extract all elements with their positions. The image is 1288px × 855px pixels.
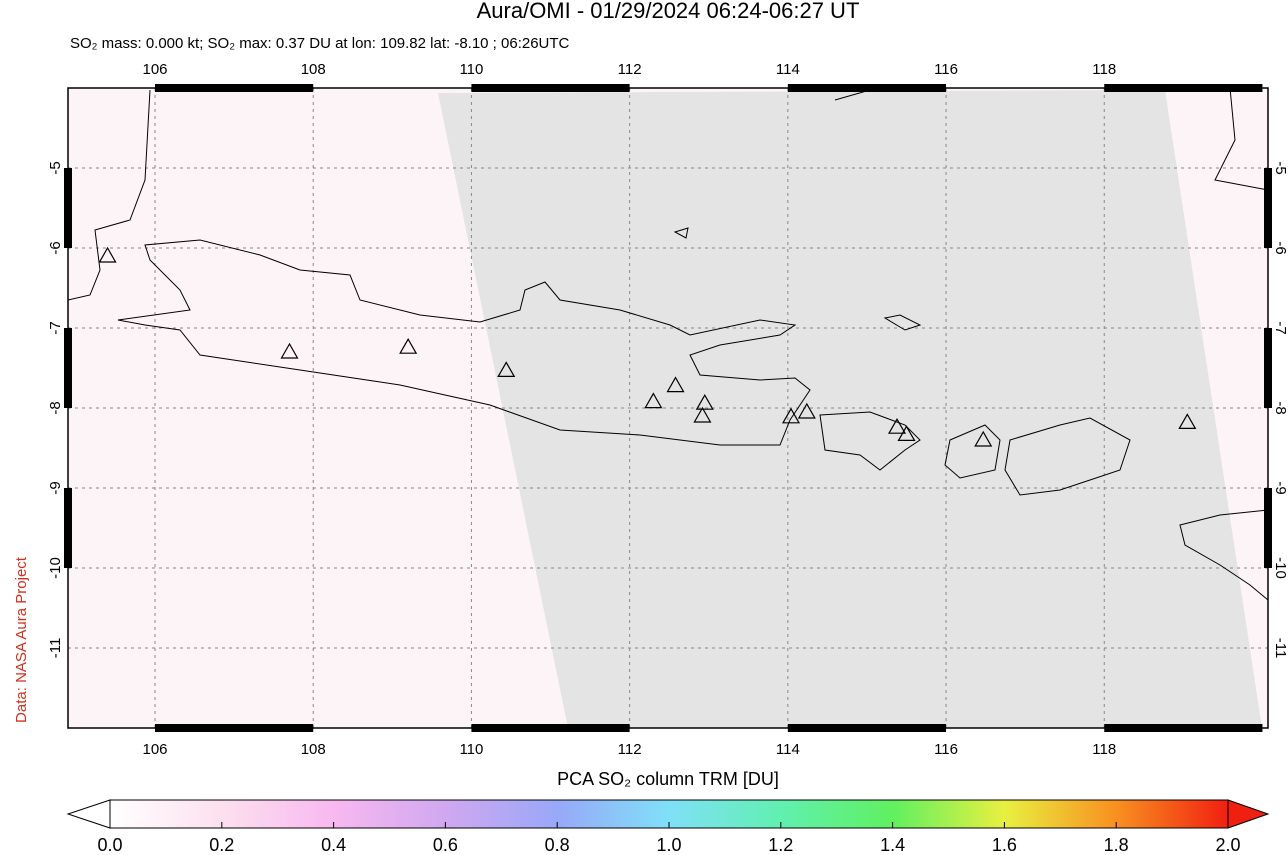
volcano (644, 392, 663, 409)
java (117, 239, 811, 446)
colorbar-tick-label: 2.0 (1215, 835, 1240, 855)
y-tick-label: -5 (47, 161, 64, 174)
frame-band (155, 84, 314, 92)
colorbar-tick-label: 1.4 (880, 835, 905, 855)
frame-band (1264, 328, 1272, 408)
frame-band (155, 724, 314, 732)
frame-band (1104, 84, 1263, 92)
x-tick-label: 114 (776, 741, 800, 758)
frame-band (64, 168, 72, 248)
frame-band (64, 328, 72, 408)
volcano (666, 376, 685, 393)
x-tick-label: 106 (142, 741, 167, 758)
x-tick-label: 116 (934, 61, 958, 78)
title: Aura/OMI - 01/29/2024 06:24-06:27 UT (477, 0, 860, 23)
colorbar-label: PCA SO₂ column TRM [DU] (557, 769, 779, 789)
x-tick-label: 106 (142, 61, 167, 78)
volcano (399, 337, 418, 354)
colorbar-high-arrow (1227, 799, 1270, 829)
lombok (944, 424, 1001, 479)
subtitle: SO₂ mass: 0.000 kt; SO₂ max: 0.37 DU at … (70, 35, 570, 52)
frame-band (787, 724, 947, 732)
credit: Data: NASA Aura Project (13, 556, 30, 723)
volcano (98, 246, 117, 263)
colorbar-tick-label: 1.2 (768, 835, 793, 855)
x-tick-label: 114 (776, 61, 800, 78)
colorbar-tick-label: 1.0 (656, 835, 681, 855)
swath (438, 90, 1262, 728)
y-tick-label: -9 (47, 481, 64, 494)
y-tick-label: -7 (47, 321, 64, 334)
flores (1179, 509, 1268, 601)
colorbar-tick-label: 0.2 (209, 835, 234, 855)
colorbar-tick-label: 1.8 (1104, 835, 1129, 855)
y-tick-label: -10 (1272, 557, 1288, 579)
sumatra (68, 89, 151, 301)
volcano (1178, 413, 1197, 429)
volcano (280, 342, 299, 359)
x-tick-label: 116 (934, 741, 958, 758)
colorbar-tick-label: 0.4 (321, 835, 346, 855)
frame-band (787, 84, 947, 92)
volcano (797, 402, 816, 419)
frame-band (471, 84, 630, 92)
map-area (68, 88, 1268, 728)
colorbar-tick-label: 0.0 (97, 835, 122, 855)
x-tick-label: 108 (301, 741, 326, 758)
sulawesi (1214, 88, 1268, 191)
bali (819, 411, 921, 471)
frame-band (1264, 488, 1272, 568)
y-tick-label: -11 (1272, 638, 1288, 659)
x-tick-label: 110 (459, 741, 483, 758)
colorbar-tick-label: 0.6 (433, 835, 458, 855)
volcano (887, 417, 907, 434)
y-tick-label: -6 (47, 241, 64, 254)
frame-band (471, 724, 630, 732)
y-tick-label: -9 (1272, 481, 1288, 494)
y-tick-label: -7 (1272, 321, 1288, 334)
colorbar-tick-label: 1.6 (992, 835, 1017, 855)
colorbar-low-arrow (66, 799, 111, 829)
x-tick-label: 118 (1092, 61, 1116, 78)
volcano (897, 425, 916, 441)
volcano (693, 406, 712, 423)
x-tick-label: 112 (618, 61, 642, 78)
y-tick-label: -11 (47, 638, 64, 659)
x-tick-label: 112 (618, 741, 642, 758)
y-tick-label: -5 (1272, 161, 1288, 174)
y-tick-label: -8 (47, 401, 64, 414)
colorbar-tick-label: 0.8 (545, 835, 570, 855)
volcano (781, 407, 801, 424)
volcano (974, 430, 993, 447)
frame-band (1264, 168, 1272, 248)
frame-band (1104, 724, 1263, 732)
sumbawa (1004, 417, 1131, 496)
y-tick-label: -8 (1272, 401, 1288, 414)
x-tick-label: 110 (459, 61, 483, 78)
x-tick-label: 108 (301, 61, 326, 78)
volcano (695, 393, 714, 410)
x-tick-label: 118 (1092, 741, 1116, 758)
y-tick-label: -10 (47, 557, 64, 579)
madura-islands (673, 227, 922, 331)
y-tick-label: -6 (1272, 241, 1288, 254)
frame-band (64, 488, 72, 568)
volcano (497, 361, 516, 377)
